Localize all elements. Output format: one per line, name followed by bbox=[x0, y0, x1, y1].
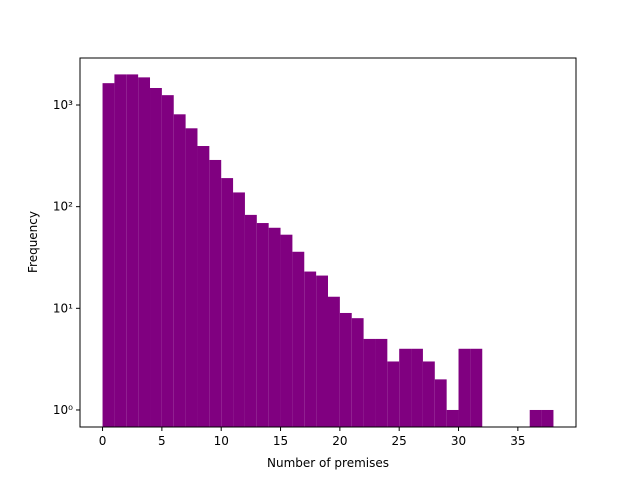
bar bbox=[304, 271, 317, 427]
y-tick-label: 10⁰ bbox=[53, 403, 73, 417]
bar bbox=[221, 178, 234, 427]
x-tick-label: 20 bbox=[332, 434, 347, 448]
bar bbox=[150, 87, 162, 428]
x-tick-label: 15 bbox=[273, 434, 288, 448]
bar bbox=[411, 348, 423, 427]
bar bbox=[339, 312, 352, 427]
bar bbox=[138, 77, 151, 427]
bar bbox=[244, 214, 257, 427]
bar bbox=[529, 409, 542, 427]
y-tick-label: 10¹ bbox=[53, 301, 73, 315]
x-tick-label: 5 bbox=[158, 434, 166, 448]
bar bbox=[114, 74, 127, 427]
x-tick-label: 35 bbox=[510, 434, 525, 448]
bar bbox=[292, 251, 305, 427]
bar bbox=[458, 348, 471, 427]
bar bbox=[363, 338, 376, 427]
bar bbox=[102, 83, 115, 427]
x-tick-label: 30 bbox=[451, 434, 466, 448]
bar bbox=[197, 146, 210, 427]
bar bbox=[161, 95, 174, 427]
x-tick-label: 0 bbox=[99, 434, 107, 448]
bar bbox=[256, 223, 269, 427]
x-tick-label: 25 bbox=[392, 434, 407, 448]
bar bbox=[446, 409, 459, 427]
bar bbox=[126, 74, 139, 427]
bar bbox=[387, 361, 400, 427]
x-axis-label: Number of premises bbox=[267, 456, 389, 470]
bar bbox=[422, 361, 435, 427]
bar bbox=[280, 234, 293, 427]
bar bbox=[375, 338, 388, 427]
bar bbox=[399, 348, 412, 427]
bar bbox=[233, 192, 245, 427]
bar bbox=[351, 318, 364, 427]
y-tick-label: 10² bbox=[53, 200, 73, 214]
bar bbox=[316, 275, 328, 427]
bar bbox=[328, 296, 340, 427]
bar bbox=[185, 128, 198, 427]
plot-frame bbox=[79, 57, 577, 428]
bar bbox=[434, 379, 447, 427]
bar bbox=[541, 409, 554, 427]
bar bbox=[209, 159, 222, 427]
bar bbox=[268, 227, 281, 427]
x-tick-label: 10 bbox=[214, 434, 229, 448]
y-tick-label: 10³ bbox=[53, 98, 73, 112]
bar bbox=[173, 114, 186, 427]
bar bbox=[470, 348, 483, 427]
y-axis-label: Frequency bbox=[26, 211, 40, 273]
